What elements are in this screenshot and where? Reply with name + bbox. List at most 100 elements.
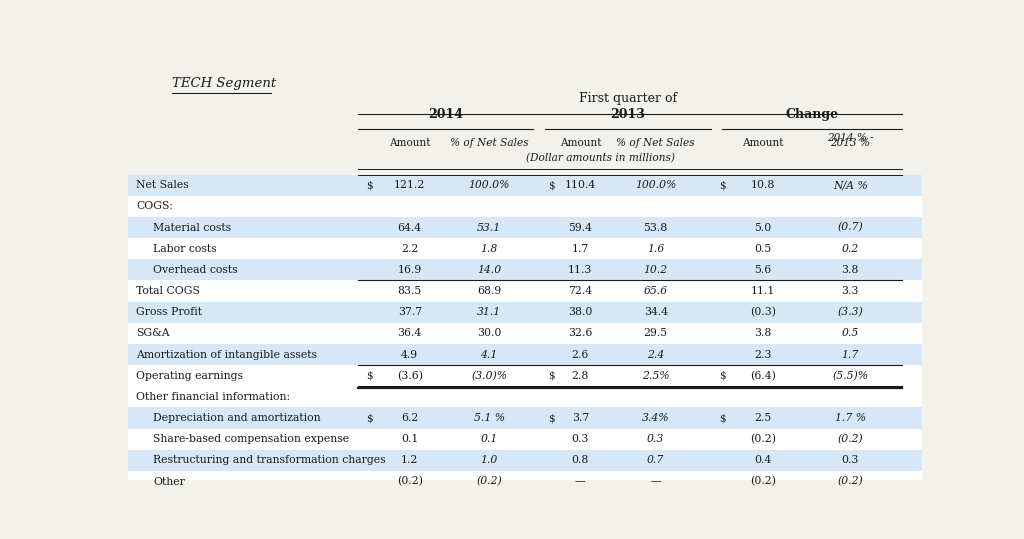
Text: 31.1: 31.1	[477, 307, 501, 317]
Text: 65.6: 65.6	[644, 286, 668, 296]
Text: 53.8: 53.8	[644, 223, 668, 233]
Text: 68.9: 68.9	[477, 286, 501, 296]
Text: $: $	[719, 413, 726, 423]
Text: 2.2: 2.2	[401, 244, 419, 254]
Text: 36.4: 36.4	[397, 328, 422, 338]
Text: 121.2: 121.2	[394, 180, 425, 190]
Text: 72.4: 72.4	[568, 286, 593, 296]
Text: 0.5: 0.5	[755, 244, 771, 254]
Bar	[128, 450, 922, 471]
Bar	[128, 280, 922, 302]
Text: $: $	[549, 180, 555, 190]
Text: 0.3: 0.3	[842, 455, 859, 465]
Text: 38.0: 38.0	[568, 307, 593, 317]
Text: 1.7: 1.7	[571, 244, 589, 254]
Text: Labor costs: Labor costs	[154, 244, 217, 254]
Text: 5.0: 5.0	[755, 223, 771, 233]
Bar	[128, 259, 922, 280]
Text: 30.0: 30.0	[477, 328, 502, 338]
Text: % of Net Sales: % of Net Sales	[616, 137, 695, 148]
Text: 29.5: 29.5	[644, 328, 668, 338]
Text: 1.0: 1.0	[480, 455, 498, 465]
Text: 83.5: 83.5	[397, 286, 422, 296]
Text: $: $	[719, 371, 726, 381]
Text: (0.7): (0.7)	[838, 223, 863, 233]
Bar	[128, 386, 922, 407]
Text: (3.0)%: (3.0)%	[471, 371, 507, 381]
Text: 100.0%: 100.0%	[468, 180, 510, 190]
Text: 11.1: 11.1	[751, 286, 775, 296]
Text: (0.3): (0.3)	[750, 307, 776, 317]
Text: 1.8: 1.8	[480, 244, 498, 254]
Text: Amount: Amount	[389, 137, 430, 148]
Text: 10.2: 10.2	[644, 265, 668, 275]
Text: Amount: Amount	[559, 137, 601, 148]
Text: (0.2): (0.2)	[838, 434, 863, 444]
Bar	[128, 302, 922, 323]
Text: 3.7: 3.7	[571, 413, 589, 423]
Text: 2.3: 2.3	[755, 350, 771, 360]
Text: 1.6: 1.6	[647, 244, 665, 254]
Text: 0.1: 0.1	[401, 434, 419, 444]
Text: 0.3: 0.3	[647, 434, 665, 444]
Text: 5.1 %: 5.1 %	[473, 413, 505, 423]
Text: 2.4: 2.4	[647, 350, 665, 360]
Bar	[128, 196, 922, 217]
Text: 4.9: 4.9	[401, 350, 418, 360]
Text: 0.4: 0.4	[755, 455, 771, 465]
Bar	[128, 407, 922, 429]
Text: SG&A: SG&A	[136, 328, 170, 338]
Text: TECH Segment: TECH Segment	[172, 77, 275, 90]
Text: (0.2): (0.2)	[838, 476, 863, 487]
Text: 53.1: 53.1	[477, 223, 501, 233]
Text: (3.6): (3.6)	[396, 371, 423, 381]
Text: 1.2: 1.2	[401, 455, 419, 465]
Text: 59.4: 59.4	[568, 223, 592, 233]
Text: Gross Profit: Gross Profit	[136, 307, 202, 317]
Text: Amortization of intangible assets: Amortization of intangible assets	[136, 350, 317, 360]
Text: 4.1: 4.1	[480, 350, 498, 360]
Text: —: —	[574, 476, 586, 487]
Bar	[128, 175, 922, 196]
Text: (0.2): (0.2)	[750, 434, 776, 444]
Text: 11.3: 11.3	[568, 265, 593, 275]
Text: $: $	[549, 371, 555, 381]
Text: (3.3): (3.3)	[838, 307, 863, 317]
Text: 2.6: 2.6	[571, 350, 589, 360]
Text: $: $	[367, 413, 373, 423]
Text: $: $	[719, 180, 726, 190]
Text: First quarter of: First quarter of	[579, 92, 677, 105]
Text: 0.8: 0.8	[571, 455, 589, 465]
Text: Overhead costs: Overhead costs	[154, 265, 238, 275]
Text: 0.2: 0.2	[842, 244, 859, 254]
Bar	[128, 344, 922, 365]
Text: 6.2: 6.2	[401, 413, 419, 423]
Text: Restructuring and transformation charges: Restructuring and transformation charges	[154, 455, 386, 465]
Text: 2.5%: 2.5%	[642, 371, 670, 381]
Text: 14.0: 14.0	[477, 265, 501, 275]
Bar	[128, 471, 922, 492]
Text: 2.8: 2.8	[571, 371, 589, 381]
Text: $: $	[549, 413, 555, 423]
Text: (5.5)%: (5.5)%	[833, 371, 868, 381]
Text: 2014 % -: 2014 % -	[826, 133, 873, 143]
Bar	[128, 323, 922, 344]
Text: 0.3: 0.3	[571, 434, 589, 444]
Text: Change: Change	[785, 108, 839, 121]
Text: COGS:: COGS:	[136, 202, 173, 211]
Text: 3.4%: 3.4%	[642, 413, 670, 423]
Text: (0.2): (0.2)	[396, 476, 423, 487]
Text: 2013: 2013	[610, 108, 645, 121]
Text: 0.7: 0.7	[647, 455, 665, 465]
Text: Other financial information:: Other financial information:	[136, 392, 290, 402]
Text: Operating earnings: Operating earnings	[136, 371, 243, 381]
Text: Share-based compensation expense: Share-based compensation expense	[154, 434, 349, 444]
Text: 16.9: 16.9	[397, 265, 422, 275]
Text: Total COGS: Total COGS	[136, 286, 200, 296]
Text: 0.1: 0.1	[480, 434, 498, 444]
Text: N/A %: N/A %	[833, 180, 867, 190]
Text: (0.2): (0.2)	[476, 476, 502, 487]
Text: 3.8: 3.8	[842, 265, 859, 275]
Bar	[128, 217, 922, 238]
Text: 10.8: 10.8	[751, 180, 775, 190]
